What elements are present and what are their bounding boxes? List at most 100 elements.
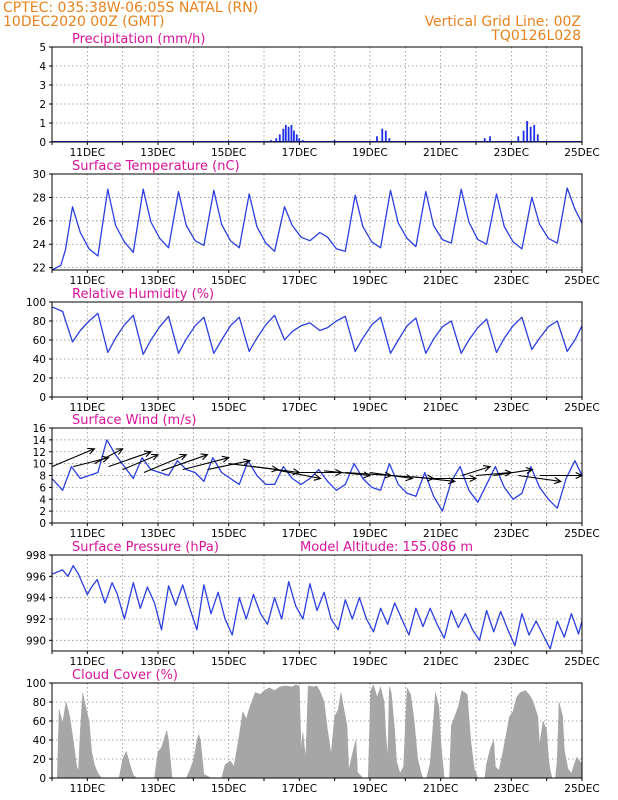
precip-bar <box>293 130 295 142</box>
y-tick-label: 0 <box>39 773 46 785</box>
y-tick-label: 28 <box>33 192 46 204</box>
x-tick-label: 25DEC <box>564 147 599 159</box>
wind-arrow <box>493 466 534 477</box>
precip-bar <box>522 130 525 142</box>
wind-arrow <box>182 455 230 471</box>
wind-arrow <box>433 474 478 482</box>
precip-bar <box>529 126 532 142</box>
header-run-date: 10DEC2020 00Z (GMT) <box>3 14 165 30</box>
y-tick-label: 994 <box>26 593 46 605</box>
y-tick-label: 998 <box>26 550 46 562</box>
precip-bar <box>489 136 491 142</box>
panel-title: Relative Humidity (%) <box>72 287 214 302</box>
x-tick-label: 13DEC <box>140 402 175 414</box>
x-tick-label: 21DEC <box>423 275 458 287</box>
y-tick-label: 4 <box>39 494 46 506</box>
wind-arrow <box>73 455 110 468</box>
x-tick-label: 25DEC <box>564 402 599 414</box>
y-tick-label: 100 <box>26 297 46 309</box>
wind-arrow <box>274 469 322 481</box>
x-tick-label: 17DEC <box>282 402 317 414</box>
y-tick-label: 0 <box>39 392 46 404</box>
y-tick-label: 22 <box>33 263 46 275</box>
x-tick-label: 23DEC <box>494 402 529 414</box>
x-tick-label: 23DEC <box>494 275 529 287</box>
header-station: CPTEC: 035:38W-06:05S NATAL (RN) <box>3 0 258 16</box>
x-tick-label: 19DEC <box>352 528 387 540</box>
x-tick-label: 17DEC <box>282 528 317 540</box>
precip-bar <box>536 134 539 142</box>
y-tick-label: 20 <box>33 373 46 385</box>
x-tick-label: 19DEC <box>352 783 387 795</box>
y-tick-label: 80 <box>33 316 46 328</box>
x-tick-label: 17DEC <box>282 656 317 668</box>
y-tick-label: 100 <box>26 678 46 690</box>
precip-bar <box>275 138 278 142</box>
series-line <box>51 565 583 650</box>
cloud-area <box>52 684 583 779</box>
x-tick-label: 13DEC <box>140 656 175 668</box>
x-tick-label: 25DEC <box>564 528 599 540</box>
cloud-panel: Cloud Cover (%) 0 20 40 60 80 100 11DEC 13DEC 15D… <box>26 668 600 795</box>
precip-bar <box>287 126 290 142</box>
panel-frame <box>51 427 583 524</box>
wind-arrow <box>518 474 563 485</box>
y-tick-label: 1 <box>39 118 46 130</box>
y-tick-label: 20 <box>33 754 46 766</box>
wind-arrow <box>51 447 96 468</box>
y-tick-label: 3 <box>39 80 46 92</box>
panel-title: Cloud Cover (%) <box>72 668 178 683</box>
x-tick-label: 21DEC <box>423 528 458 540</box>
y-tick-label: 40 <box>33 735 46 747</box>
y-tick-label: 8 <box>39 471 46 483</box>
header-model: TQ0126L028 <box>490 28 581 44</box>
wind-arrow <box>94 448 124 465</box>
y-tick-label: 2 <box>39 99 46 111</box>
precip-bar <box>384 130 387 142</box>
y-tick-label: 0 <box>39 137 46 149</box>
precip-bar <box>290 124 293 142</box>
y-tick-label: 40 <box>33 354 46 366</box>
header-grid-line: Vertical Grid Line: 00Z <box>425 14 581 30</box>
y-tick-label: 80 <box>33 697 46 709</box>
y-tick-label: 26 <box>33 216 47 228</box>
y-tick-label: 24 <box>33 239 47 251</box>
panel-title: Surface Wind (m/s) <box>72 413 196 428</box>
wind-arrow <box>539 472 584 479</box>
wind-arrow <box>108 450 153 468</box>
wind-arrow <box>299 469 343 477</box>
x-tick-label: 13DEC <box>140 528 175 540</box>
x-tick-label: 17DEC <box>282 147 317 159</box>
y-tick-label: 16 <box>33 423 47 435</box>
y-tick-label: 12 <box>33 447 46 459</box>
wind-arrow <box>207 458 252 471</box>
x-tick-label: 11DEC <box>70 275 105 287</box>
x-tick-label: 21DEC <box>423 147 458 159</box>
series-line <box>51 306 583 355</box>
x-tick-label: 15DEC <box>211 147 246 159</box>
precip-bar <box>282 128 285 142</box>
series-line <box>51 439 583 512</box>
x-tick-label: 11DEC <box>70 783 105 795</box>
x-tick-label: 13DEC <box>140 275 175 287</box>
wind-arrow <box>412 476 457 485</box>
y-tick-label: 6 <box>39 482 46 494</box>
humidity-panel: Relative Humidity (%) 0 20 40 60 80 100 11DEC 13… <box>26 287 600 414</box>
series-line <box>51 187 583 271</box>
x-tick-label: 15DEC <box>211 528 246 540</box>
panel-title: Surface Temperature (nC) <box>72 159 240 174</box>
precip-bar <box>298 138 301 142</box>
x-tick-label: 25DEC <box>564 783 599 795</box>
x-tick-label: 13DEC <box>140 783 175 795</box>
panel-title: Precipitation (mm/h) <box>72 32 205 47</box>
y-tick-label: 2 <box>39 506 46 518</box>
x-tick-label: 17DEC <box>282 275 317 287</box>
x-tick-label: 21DEC <box>423 656 458 668</box>
temperature-panel: Surface Temperature (nC) 22 24 26 28 30 11DEC 1… <box>33 159 600 287</box>
y-tick-label: 990 <box>26 635 46 647</box>
wind-arrow <box>161 453 209 472</box>
x-tick-label: 23DEC <box>494 147 529 159</box>
panel-frame <box>51 173 583 271</box>
